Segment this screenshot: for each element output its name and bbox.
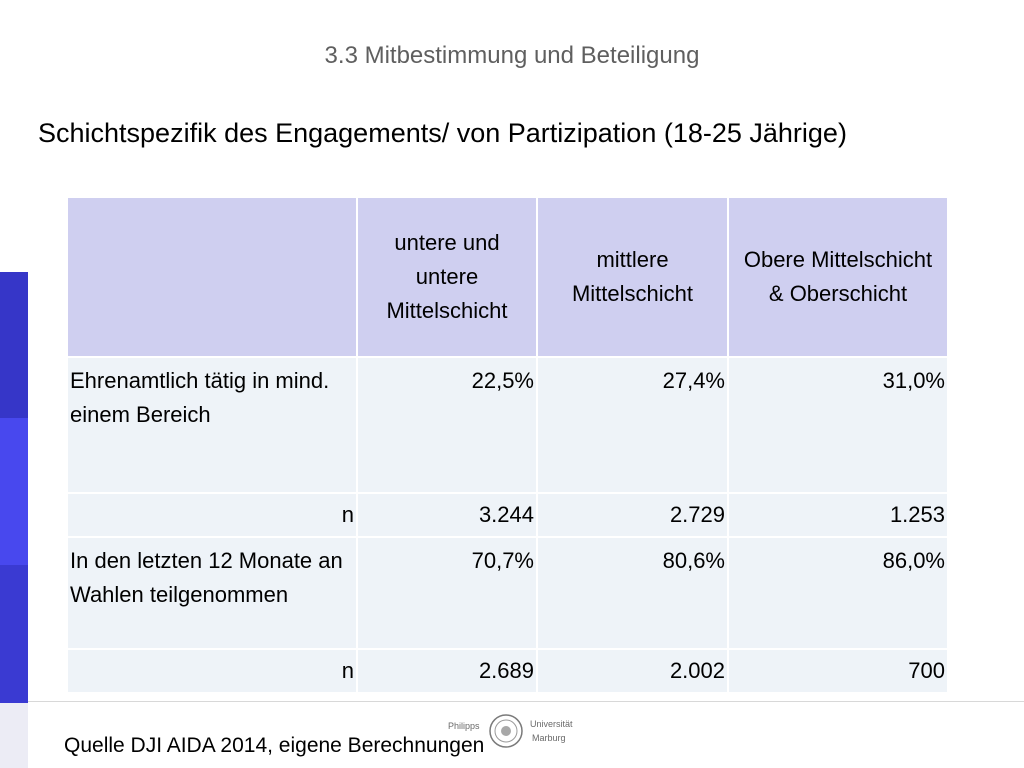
- table-row: In den letzten 12 Monate an Wahlen teilg…: [68, 536, 949, 649]
- section-title: 3.3 Mitbestimmung und Beteiligung: [324, 42, 700, 69]
- accent-bar: [0, 703, 28, 768]
- logo-text-universitaet: Universität: [530, 719, 573, 729]
- cell-value: 2.002: [537, 648, 729, 692]
- cell-value: 700: [728, 648, 949, 692]
- seal-icon: [489, 714, 523, 748]
- accent-bar: [0, 418, 28, 565]
- accent-bar: [0, 272, 28, 418]
- header-upper-class: Obere Mittelschicht & Oberschicht: [728, 198, 949, 357]
- row-label: Ehrenamtlich tätig in mind. einem Bereic…: [68, 356, 358, 493]
- table-row: Ehrenamtlich tätig in mind. einem Bereic…: [68, 356, 949, 493]
- row-label: n: [68, 648, 358, 692]
- logo-text-philipps: Philipps: [448, 721, 480, 731]
- header-lower-class: untere und untere Mittelschicht: [357, 198, 538, 357]
- university-logo: Philipps Universität Marburg: [444, 713, 576, 749]
- cell-value: 70,7%: [357, 536, 538, 649]
- table-row: n 2.689 2.002 700: [68, 648, 949, 692]
- cell-value: 2.729: [537, 492, 729, 537]
- cell-value: 22,5%: [357, 356, 538, 493]
- cell-value: 80,6%: [537, 536, 729, 649]
- cell-value: 2.689: [357, 648, 538, 692]
- source-note: Quelle DJI AIDA 2014, eigene Berechnunge…: [64, 734, 485, 757]
- cell-value: 86,0%: [728, 536, 949, 649]
- row-label: In den letzten 12 Monate an Wahlen teilg…: [68, 536, 358, 649]
- row-label: n: [68, 492, 358, 537]
- header-middle-class: mittlere Mittelschicht: [537, 198, 729, 357]
- cell-value: 3.244: [357, 492, 538, 537]
- footer-divider: [28, 701, 1024, 702]
- accent-bar: [0, 565, 28, 703]
- cell-value: 31,0%: [728, 356, 949, 493]
- table-header-row: untere und untere Mittelschicht mittlere…: [68, 198, 949, 357]
- header-empty: [68, 198, 358, 357]
- data-table: untere und untere Mittelschicht mittlere…: [68, 198, 949, 692]
- logo-text-marburg: Marburg: [532, 733, 566, 743]
- slide-title: Schichtspezifik des Engagements/ von Par…: [38, 118, 847, 148]
- side-accent-bars: [0, 272, 28, 768]
- table-row: n 3.244 2.729 1.253: [68, 492, 949, 537]
- cell-value: 1.253: [728, 492, 949, 537]
- cell-value: 27,4%: [537, 356, 729, 493]
